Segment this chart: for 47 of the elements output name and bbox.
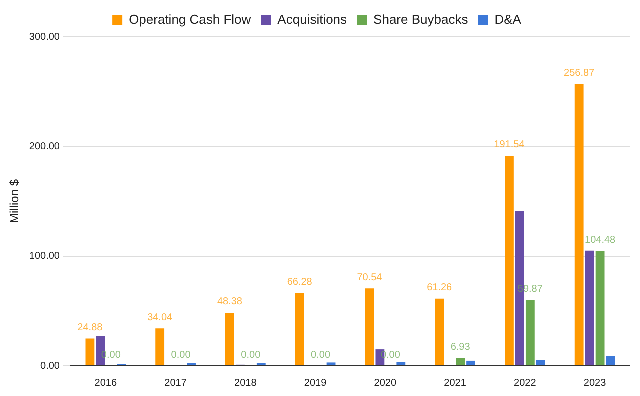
legend-label: Share Buybacks xyxy=(374,12,469,28)
legend-label: D&A xyxy=(494,12,522,28)
legend-label: Operating Cash Flow xyxy=(129,12,252,28)
data-label: 48.38 xyxy=(217,296,243,308)
x-tick-label: 2019 xyxy=(304,378,328,389)
bar xyxy=(295,293,304,366)
y-tick-label: 100.00 xyxy=(29,251,60,262)
x-tick-label: 2021 xyxy=(444,378,467,389)
bar xyxy=(574,84,584,366)
data-label: 0.00 xyxy=(241,350,262,361)
x-tick-label: 2022 xyxy=(514,378,537,389)
bar xyxy=(505,156,514,366)
data-label: 256.87 xyxy=(564,68,596,80)
y-tick-label: 0.00 xyxy=(40,360,60,372)
bar xyxy=(466,360,476,366)
bar xyxy=(526,300,535,366)
legend-label: Acquisitions xyxy=(278,12,348,28)
x-tick-label: 2016 xyxy=(94,378,118,389)
bar xyxy=(365,288,374,366)
y-axis-title: Million $ xyxy=(8,179,22,224)
data-label: 66.28 xyxy=(287,277,313,288)
bar xyxy=(156,328,165,366)
y-tick-label: 200.00 xyxy=(29,141,60,152)
bar xyxy=(606,356,616,366)
bar xyxy=(326,362,336,366)
x-tick-label: 2020 xyxy=(374,378,397,389)
bar xyxy=(396,362,406,366)
data-label: 6.93 xyxy=(450,342,471,354)
data-label: 191.54 xyxy=(494,140,526,151)
data-label: 0.00 xyxy=(171,350,192,361)
data-label: 34.04 xyxy=(148,312,174,324)
bar xyxy=(536,360,546,366)
x-tick-label: 2018 xyxy=(234,378,258,389)
y-tick-label: 300.00 xyxy=(29,32,60,43)
data-label: 24.88 xyxy=(78,322,104,334)
data-label: 70.54 xyxy=(357,272,383,284)
bar xyxy=(585,250,594,366)
bar xyxy=(226,312,234,366)
x-tick-label: 2023 xyxy=(584,378,607,389)
data-label: 61.26 xyxy=(427,282,453,294)
x-tick-label: 2017 xyxy=(164,378,188,389)
data-label: 104.48 xyxy=(585,235,616,246)
bar xyxy=(435,298,444,366)
data-label: 0.00 xyxy=(311,350,331,361)
bar xyxy=(86,338,95,366)
bar xyxy=(456,358,466,366)
bar xyxy=(596,251,605,366)
